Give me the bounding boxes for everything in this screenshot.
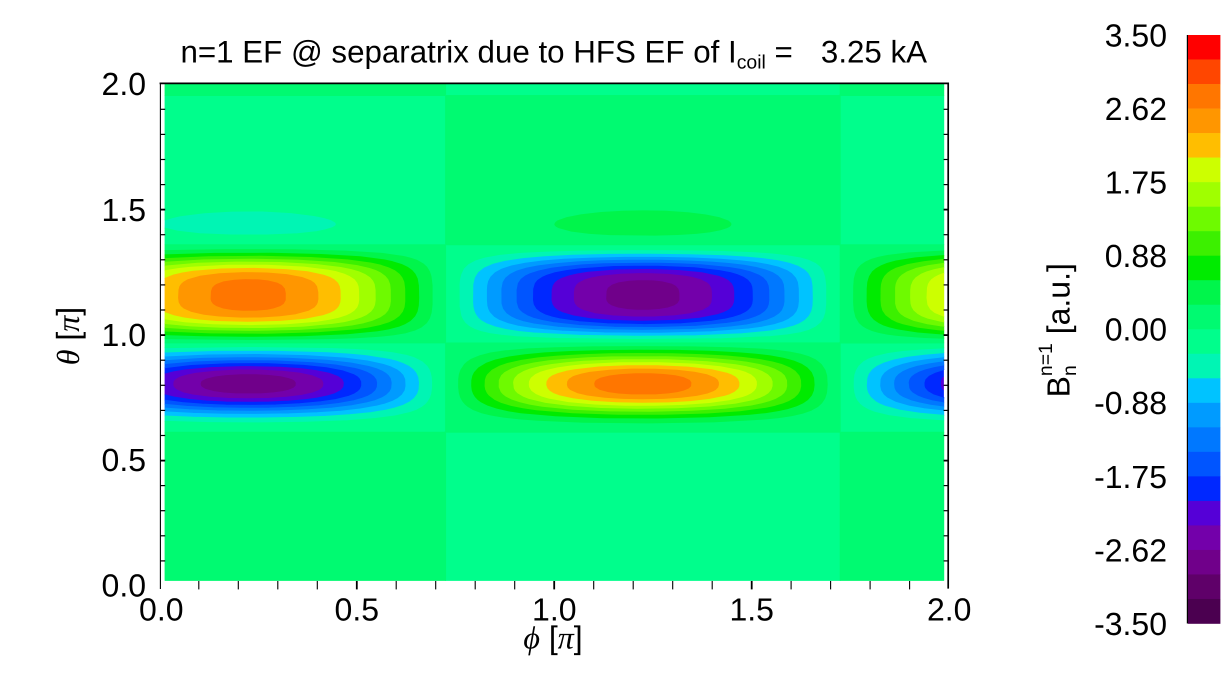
svg-text:1.0: 1.0	[102, 317, 146, 353]
svg-text:0.00: 0.00	[1105, 312, 1167, 348]
svg-text:-1.75: -1.75	[1094, 459, 1167, 495]
svg-text:2.0: 2.0	[102, 66, 146, 102]
svg-text:3.50: 3.50	[1105, 17, 1167, 53]
svg-text:n=1 EF @ separatrix due to HFS: n=1 EF @ separatrix due to HFS EF of Ico…	[181, 34, 928, 73]
svg-text:1.0: 1.0	[532, 591, 576, 627]
svg-text:ϕ [π]: ϕ [π]	[523, 620, 582, 656]
svg-text:0.5: 0.5	[102, 442, 146, 478]
svg-text:0.5: 0.5	[335, 591, 379, 627]
svg-text:1.5: 1.5	[102, 192, 146, 228]
svg-text:-0.88: -0.88	[1094, 385, 1167, 421]
svg-text:1.5: 1.5	[729, 591, 773, 627]
svg-text:Bnn=1 [a.u.]: Bnn=1 [a.u.]	[1035, 263, 1081, 397]
svg-text:0.0: 0.0	[139, 591, 183, 627]
svg-text:-3.50: -3.50	[1094, 606, 1167, 642]
svg-text:2.0: 2.0	[927, 591, 971, 627]
svg-text:2.62: 2.62	[1105, 91, 1167, 127]
svg-text:-2.62: -2.62	[1094, 532, 1167, 568]
svg-text:θ [π]: θ [π]	[50, 307, 86, 365]
svg-text:1.75: 1.75	[1105, 165, 1167, 201]
svg-text:0.0: 0.0	[102, 568, 146, 604]
svg-text:0.88: 0.88	[1105, 238, 1167, 274]
